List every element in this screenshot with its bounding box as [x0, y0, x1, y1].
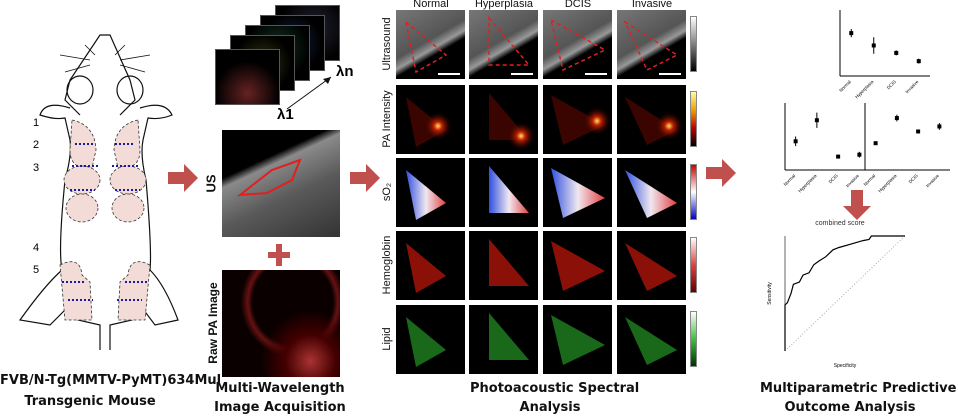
outcome-caption-line1: Multiparametric Predictive — [760, 381, 957, 396]
colorbar — [690, 91, 697, 147]
spectral-image-cell — [396, 10, 465, 79]
data-point — [836, 154, 841, 159]
row-label: sO₂ — [381, 182, 393, 202]
row-label: Hemoglobin — [381, 235, 393, 295]
spectral-image-cell — [543, 85, 612, 154]
outcome-caption-line2: Outcome Analysis — [784, 400, 916, 415]
spectral-image-cell — [396, 231, 465, 300]
column-header: Normal — [413, 0, 449, 10]
data-point — [857, 152, 862, 157]
data-point — [849, 31, 854, 36]
gland-label: 5 — [33, 264, 40, 276]
category-tick-label: DCIS — [828, 173, 839, 184]
category-tick-label: DCIS — [886, 79, 897, 90]
acquisition-caption-line1: Multi-Wavelength — [215, 381, 345, 396]
spectral-image-cell — [617, 305, 686, 374]
category-tick-label: DCIS — [908, 173, 919, 184]
spectral-image-cell — [543, 158, 612, 227]
category-tick-label: Invasive — [845, 173, 861, 189]
us-label: US — [203, 174, 219, 193]
row-label: Ultrasound — [381, 17, 393, 71]
spectral-image-cell — [617, 158, 686, 227]
spectral-image-cell — [617, 10, 686, 79]
spectral-image-cell — [543, 231, 612, 300]
category-tick-label: Hyperplasia — [877, 173, 898, 194]
roc-title: combined score — [815, 220, 865, 227]
lambda-1-label: λ1 — [277, 106, 294, 123]
right-arrow-icon — [350, 164, 380, 192]
data-point — [814, 118, 819, 123]
colorbar — [690, 164, 697, 220]
data-point — [916, 129, 921, 134]
colorbar — [690, 16, 697, 72]
raw-pa-image — [222, 270, 340, 377]
gland-label: 4 — [33, 242, 40, 254]
wavelength-image-stack — [215, 5, 345, 105]
wavelength-axis-arrow — [286, 76, 332, 110]
right-arrow-icon — [706, 159, 736, 187]
spectral-image-cell — [543, 305, 612, 374]
row-label: PA Intensity — [381, 90, 393, 148]
mouse-caption-line1: FVB/N-Tg(MMTV-PyMT)634Mul — [0, 373, 222, 388]
category-tick-label: Hyperplasia — [797, 173, 818, 194]
spectral-image-cell — [396, 305, 465, 374]
gland-label: 3 — [33, 162, 40, 174]
raw-pa-label: Raw PA Image — [206, 282, 220, 364]
row-label: Lipid — [381, 327, 393, 351]
mouse-diagram — [18, 34, 179, 350]
x-axis-label: Specificity — [834, 363, 857, 369]
colorbar — [690, 311, 697, 367]
colorbar — [690, 237, 697, 293]
acquisition-caption-line2: Image Acquisition — [214, 400, 346, 415]
data-point — [894, 50, 899, 55]
y-axis-label: Sensitivity — [767, 282, 773, 305]
data-point — [894, 116, 899, 121]
spectral-caption-line2: Analysis — [519, 400, 581, 415]
mouse-caption-line2: Transgenic Mouse — [24, 394, 156, 409]
lambda-n-label: λn — [336, 63, 354, 80]
spectral-image-cell — [617, 85, 686, 154]
column-header: Hyperplasia — [474, 0, 534, 10]
gland-label: 2 — [33, 139, 40, 151]
category-tick-label: Invasive — [904, 79, 920, 95]
spectral-image-cell — [396, 85, 465, 154]
data-point — [793, 139, 798, 144]
column-header: Invasive — [631, 0, 673, 10]
spectral-image-cell — [469, 231, 538, 300]
spectral-image-cell — [617, 231, 686, 300]
spectral-image-cell — [396, 158, 465, 227]
category-tick-label: Normal — [838, 79, 852, 93]
data-point — [873, 141, 878, 146]
spectral-image-cell — [469, 158, 538, 227]
category-tick-label: Invasive — [925, 173, 941, 189]
us-image — [222, 130, 340, 237]
category-tick-label: Normal — [783, 173, 797, 187]
category-tick-label: Normal — [863, 173, 877, 187]
diagonal-reference-line — [784, 235, 906, 352]
data-point — [871, 43, 876, 48]
data-point — [916, 59, 921, 64]
gland-label: 1 — [33, 117, 40, 129]
spectral-image-cell — [543, 10, 612, 79]
spectral-image-cell — [469, 305, 538, 374]
data-point — [937, 124, 942, 129]
column-header: DCIS — [564, 0, 592, 10]
spectral-image-cell — [469, 85, 538, 154]
roc-curve — [784, 235, 905, 351]
category-tick-label: Hyperplasia — [854, 79, 875, 100]
right-arrow-icon — [168, 164, 198, 192]
plus-icon — [268, 244, 290, 266]
down-arrow-icon — [843, 190, 871, 220]
spectral-caption-line1: Photoacoustic Spectral — [470, 381, 640, 396]
spectral-image-cell — [469, 10, 538, 79]
